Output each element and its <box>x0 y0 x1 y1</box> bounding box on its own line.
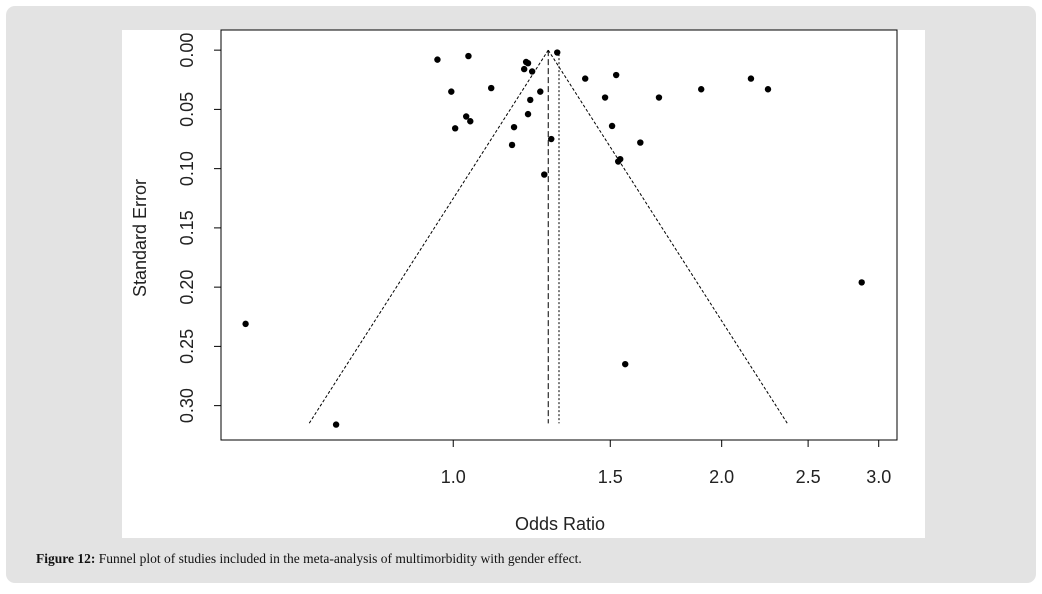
study-point <box>764 86 772 93</box>
study-point <box>508 141 516 149</box>
y-tick-label: 0.30 <box>177 388 197 423</box>
funnel-left <box>308 49 549 424</box>
study-point <box>537 88 544 95</box>
study-point <box>527 96 534 104</box>
study-point <box>434 56 441 63</box>
x-axis-label: Odds Ratio <box>515 514 605 534</box>
study-point <box>524 59 532 67</box>
study-point <box>582 75 589 82</box>
caption: Figure 12: Funnel plot of studies includ… <box>36 551 582 566</box>
study-point <box>488 84 495 92</box>
study-point <box>612 71 620 79</box>
y-axis-label: Standard Error <box>130 179 150 297</box>
study-point <box>541 171 548 178</box>
study-point <box>465 52 472 60</box>
study-point <box>622 360 629 368</box>
x-tick-label: 1.0 <box>441 467 466 487</box>
x-tick-label: 3.0 <box>866 467 891 487</box>
study-point <box>448 88 455 95</box>
y-tick-label: 0.05 <box>177 92 197 127</box>
caption-text: Funnel plot of studies included in the m… <box>99 551 582 566</box>
study-point <box>524 110 532 118</box>
x-tick-label: 1.5 <box>598 467 623 487</box>
study-point <box>462 113 470 120</box>
y-tick-label: 0.15 <box>177 210 197 245</box>
study-point <box>528 68 536 75</box>
plot-box <box>220 29 898 441</box>
study-point <box>510 123 518 131</box>
y-tick-label: 0.25 <box>177 329 197 364</box>
study-point <box>637 139 644 146</box>
study-point <box>332 421 340 428</box>
study-point <box>617 155 624 163</box>
study-point <box>242 320 249 328</box>
study-point <box>747 75 755 82</box>
x-tick-label: 2.5 <box>796 467 821 487</box>
study-point <box>858 279 865 286</box>
study-point <box>548 135 555 143</box>
caption-label: Figure 12: <box>36 551 95 566</box>
study-point <box>554 49 561 56</box>
study-point <box>467 118 474 125</box>
y-tick-label: 0.00 <box>177 33 197 68</box>
x-tick-label: 2.0 <box>709 467 734 487</box>
study-point <box>520 65 528 73</box>
y-tick-label: 0.20 <box>177 270 197 305</box>
study-point <box>655 94 663 101</box>
study-point <box>601 94 609 101</box>
study-point <box>608 122 616 130</box>
study-point <box>698 86 705 93</box>
funnel-right <box>547 49 788 424</box>
study-point <box>451 125 459 132</box>
y-tick-label: 0.10 <box>177 151 197 186</box>
chart-panel <box>122 30 925 538</box>
